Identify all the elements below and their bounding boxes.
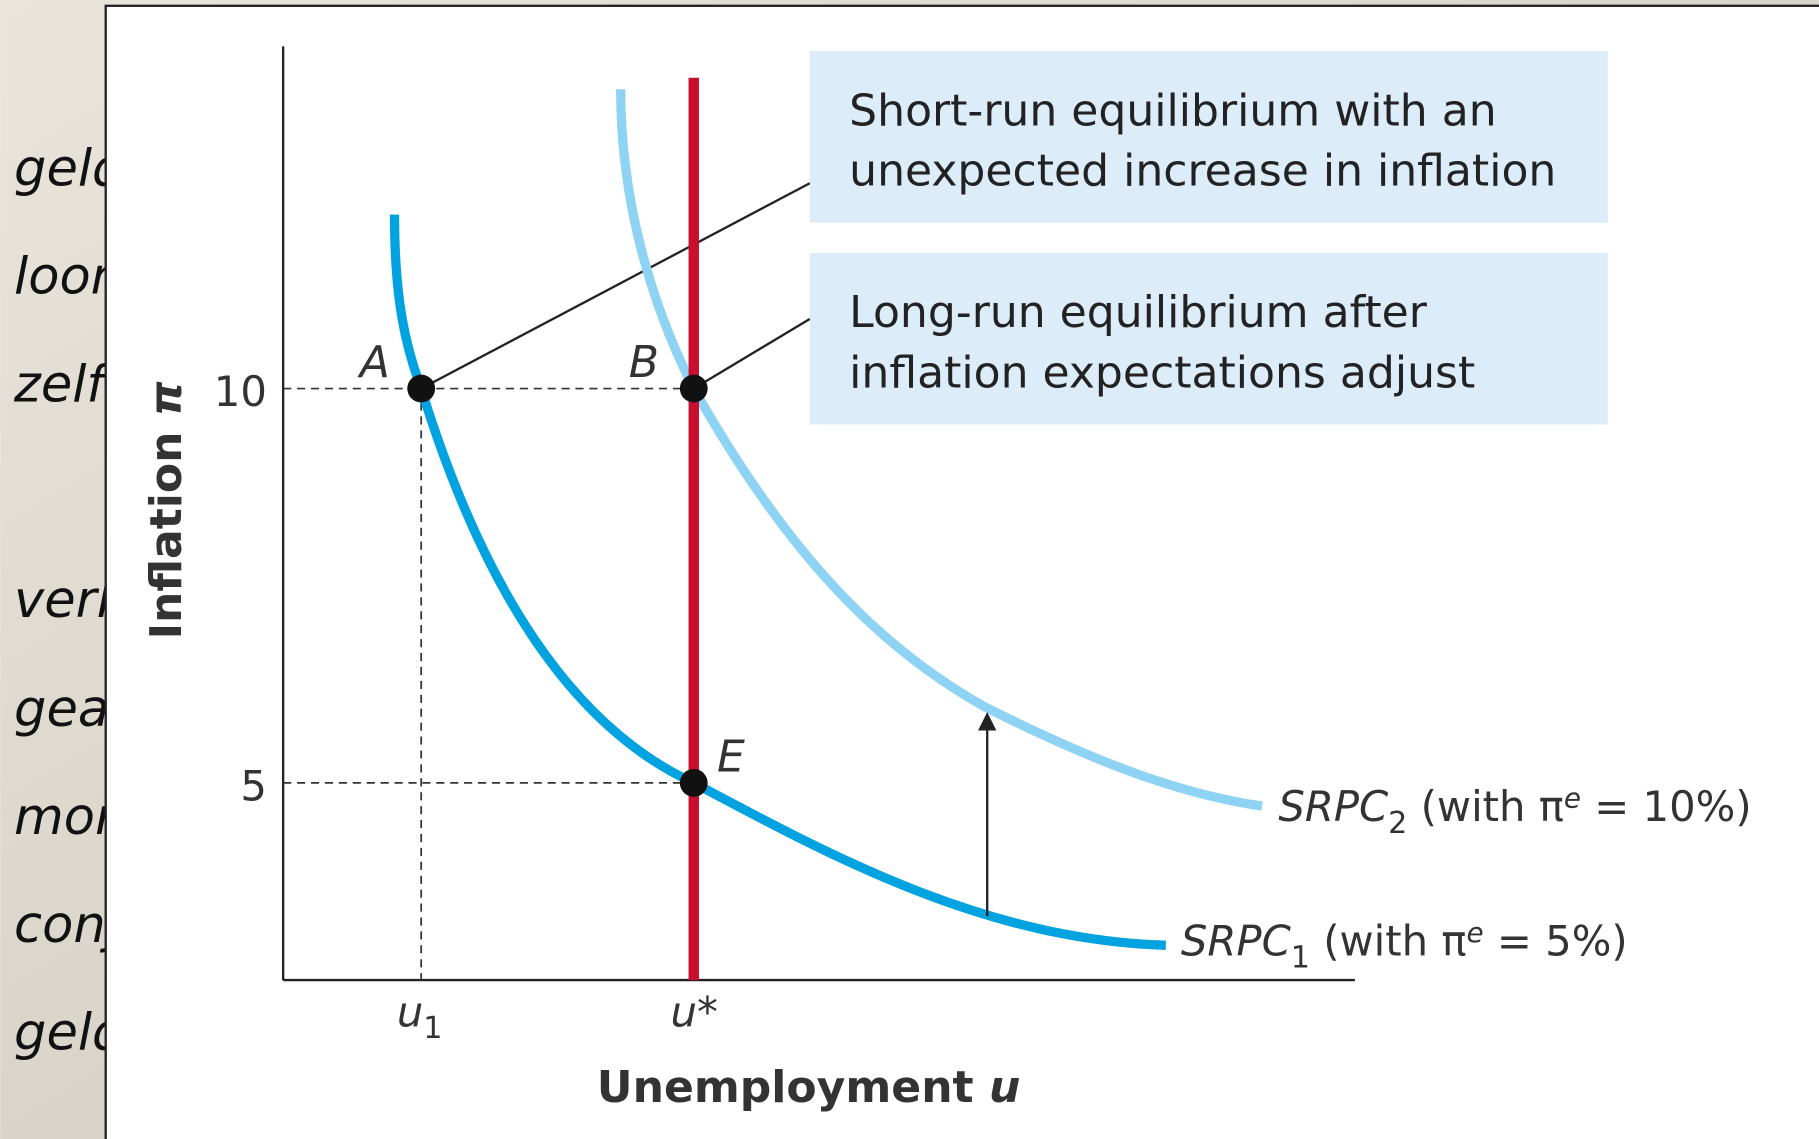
x-tick-main: u (397, 987, 423, 1036)
curve-rest: (with π (1407, 782, 1564, 831)
point (679, 374, 708, 403)
point-label: E (717, 731, 745, 782)
x-tick-label: u* (671, 987, 718, 1036)
point-label: B (629, 337, 659, 388)
guides (283, 387, 694, 981)
annotation-text: unexpected increase in inflation (849, 146, 1556, 197)
srpc2-curve (616, 89, 1263, 811)
annotation-box (809, 51, 1608, 223)
curve-sub: 2 (1388, 806, 1407, 841)
x-axis-title: Unemployment u (597, 1062, 1021, 1113)
y-axis-title: Inflation π (141, 381, 192, 639)
y-title-text: Inflation (141, 416, 192, 639)
x-tick-label: u1 (397, 987, 443, 1046)
curve-sup: e (1466, 916, 1483, 949)
curve-end: = 5%) (1484, 917, 1628, 966)
annotation-text: inflation expectations adjust (849, 347, 1475, 398)
curve-main: SRPC (1181, 917, 1292, 966)
slide-line: zelf (13, 355, 111, 414)
curve-main: SRPC (1278, 782, 1389, 831)
point-label: A (357, 337, 390, 388)
y-tick-label: 5 (240, 761, 267, 810)
leader-line (420, 182, 811, 390)
annotation-box (809, 252, 1608, 425)
x-title-text: Unemployment (597, 1062, 989, 1113)
slide-line: gea (14, 680, 109, 739)
curve-sub: 1 (1291, 940, 1310, 975)
slide-line: conj (14, 896, 121, 955)
leader-line (693, 317, 811, 390)
x-title-symbol: u (989, 1062, 1020, 1113)
srpc1-curve (389, 214, 1166, 950)
x-tick-sub: 1 (423, 1011, 442, 1046)
annotation-text: Short-run equilibrium with an (849, 85, 1496, 136)
annotation-text: Long-run equilibrium after (849, 287, 1428, 338)
y-tick-label: 10 (214, 367, 267, 416)
curve-label: SRPC1 (with πe = 5%) (1181, 916, 1628, 976)
curve-end: = 10%) (1581, 782, 1752, 831)
curve-rest: (with π (1310, 917, 1467, 966)
point (407, 374, 436, 403)
curve-label: SRPC2 (with πe = 10%) (1278, 781, 1751, 841)
x-tick-main: u* (671, 987, 718, 1036)
curve-sup: e (1564, 781, 1581, 814)
point (679, 768, 708, 797)
y-title-symbol: π (141, 381, 192, 416)
